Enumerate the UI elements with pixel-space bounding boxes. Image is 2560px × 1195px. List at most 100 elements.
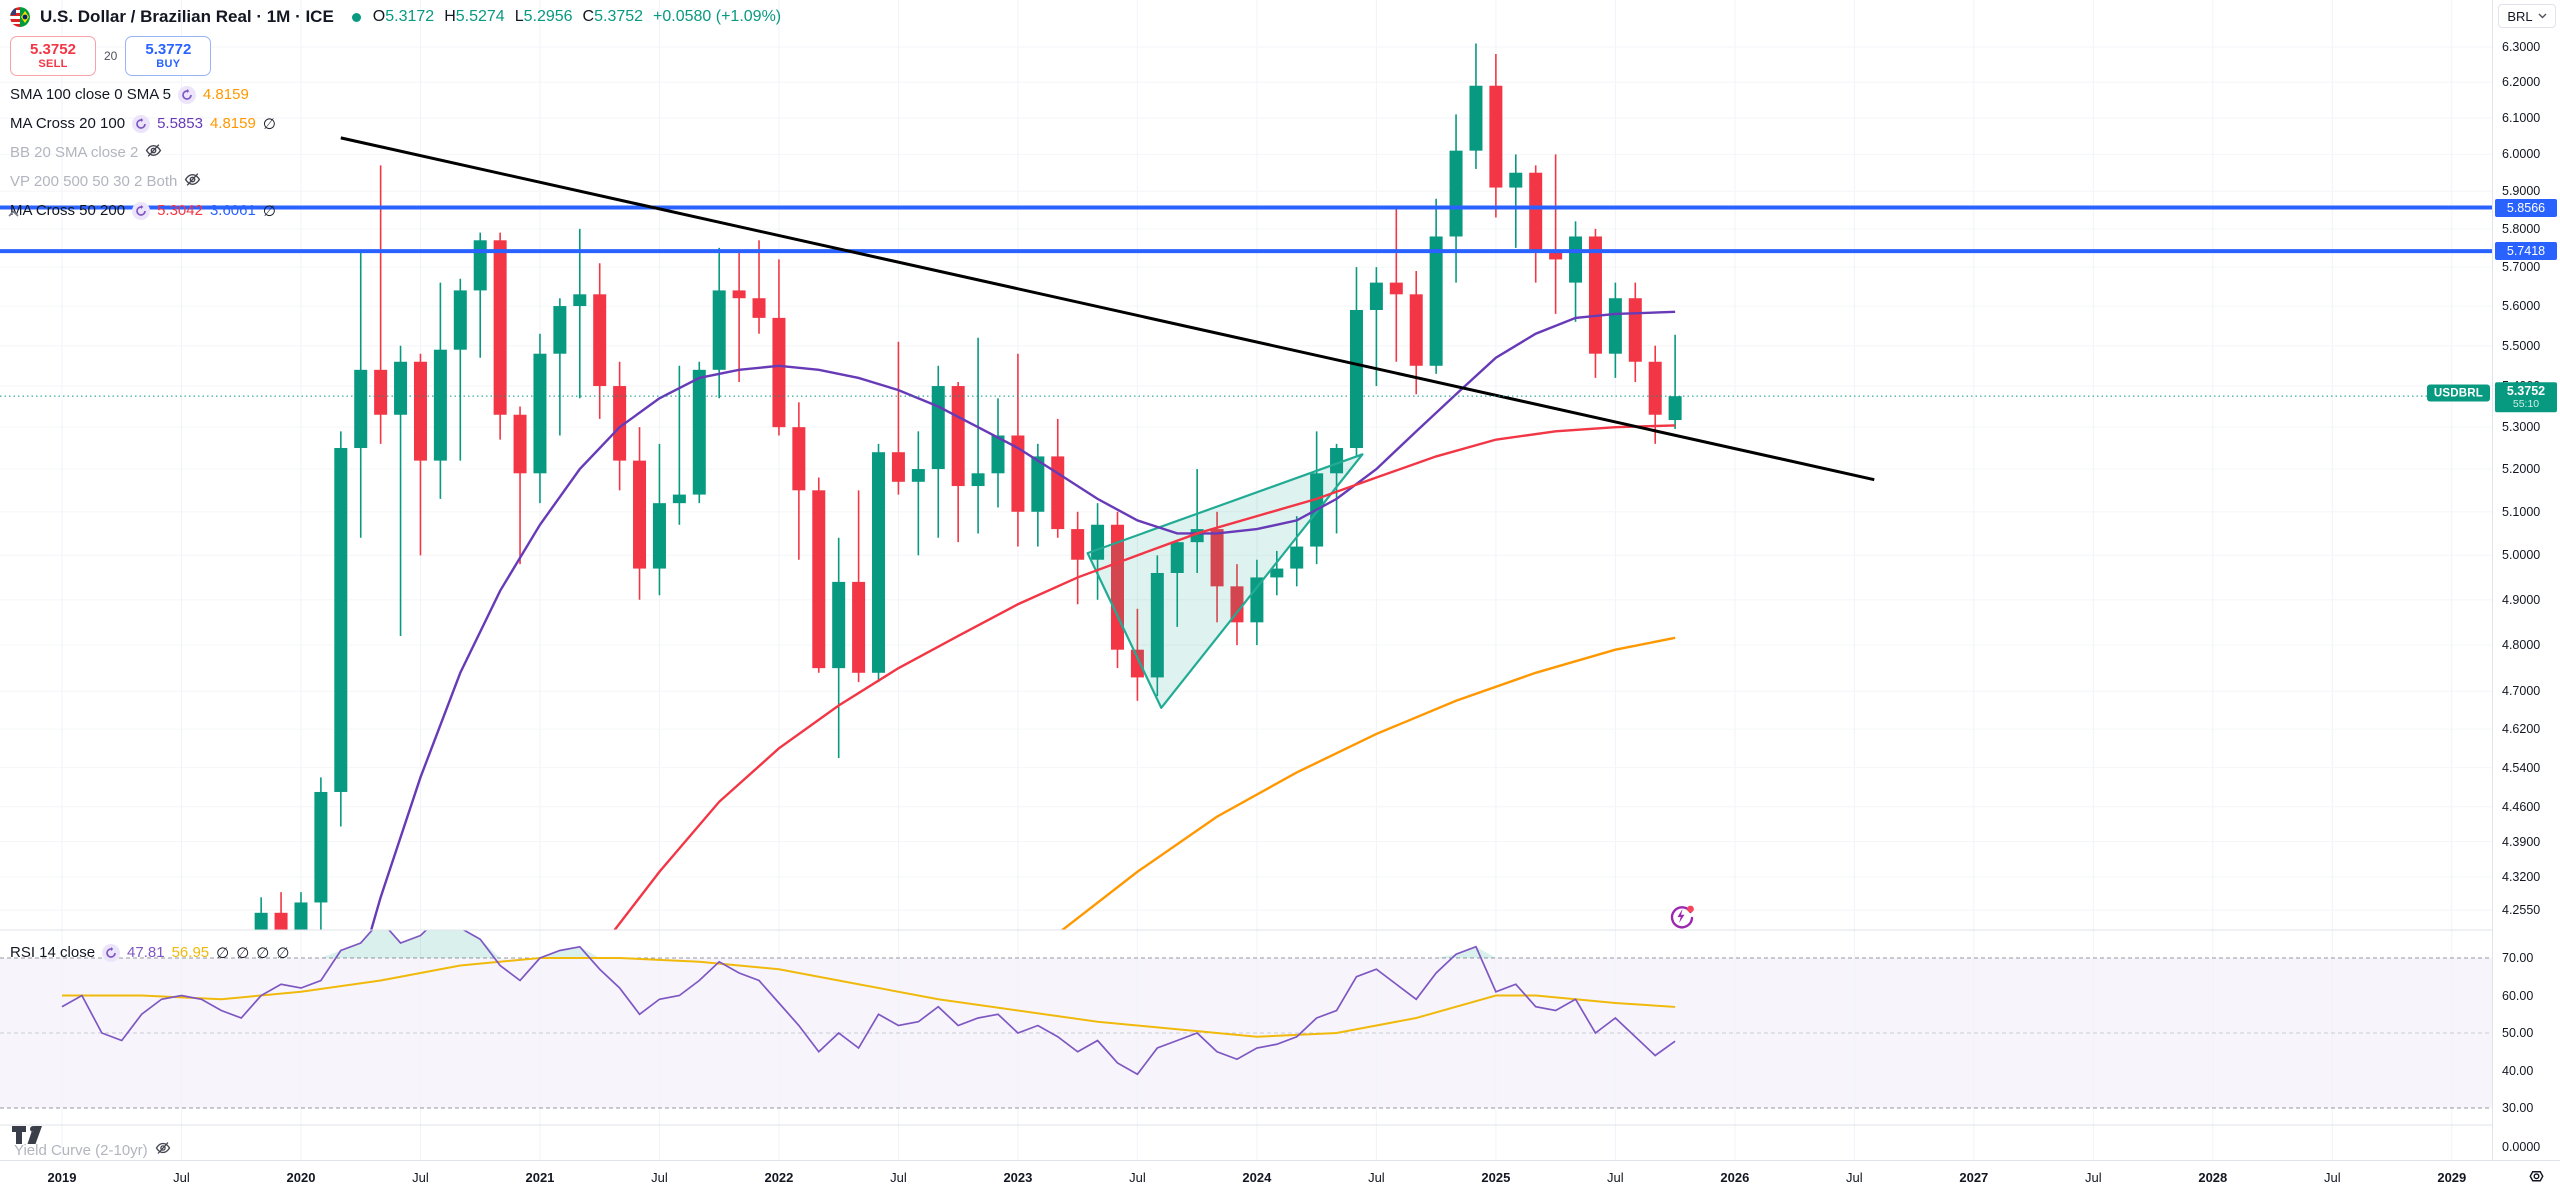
price-axis[interactable]: BRL 6.3000 6.2000 6.1000 6.0000 5.9000 5.8000… [2492,0,2560,1160]
descending-trendline[interactable] [340,136,1875,482]
market-status-icon[interactable] [351,12,361,22]
loading-spinner-icon[interactable] [132,201,151,220]
empty-value-icon: ∅ [262,202,276,220]
currency-selector-button[interactable]: BRL [2498,4,2556,28]
rsi-overbought-fill [62,930,1676,958]
price-tick: 4.4600 [2502,799,2541,814]
eye-off-icon[interactable] [155,1140,171,1160]
indicator-value: 5.3042 [157,202,203,219]
triangle-pattern[interactable] [1086,453,1364,709]
indicator-row-5[interactable]: MA Cross 50 200 5.3042 3.6061 ∅ [10,196,276,225]
indicator-title: MA Cross 20 100 [10,115,126,132]
time-tick-jul: Jul [1607,1170,1624,1185]
sell-button[interactable]: 5.3752 SELL [10,36,96,76]
symbol-flag-icon [10,7,30,27]
empty-value-icon: ∅ [236,944,250,962]
price-tick: 4.8000 [2502,638,2541,653]
time-tick-jul: Jul [651,1170,668,1185]
price-tick: 5.7000 [2502,260,2541,275]
yield-tick: 0.0000 [2502,1140,2541,1154]
ohlc-l: L5.2956 [514,8,573,25]
price-tick: 5.2000 [2502,462,2541,477]
indicator-title: RSI 14 close [10,944,96,961]
price-tick: 5.0000 [2502,548,2541,563]
rsi-legend: RSI 14 close 47.81 56.95 ∅ ∅ ∅ ∅ [10,938,289,967]
price-tick: 5.9000 [2502,184,2541,199]
time-tick-2022: 2022 [764,1170,794,1185]
symbol-title[interactable]: U.S. Dollar / Brazilian Real · 1M · ICE [40,7,334,26]
price-tick: 4.5400 [2502,760,2541,775]
sell-price: 5.3752 [30,40,76,58]
grid-lines [61,0,2453,1160]
eye-off-icon[interactable] [145,142,162,163]
ma-line-ma100[interactable] [1058,636,1676,934]
settings-gear-icon[interactable] [2527,1168,2546,1192]
indicator-row-2[interactable]: MA Cross 20 100 5.5853 4.8159 ∅ [10,109,276,138]
time-tick-jul: Jul [1368,1170,1385,1185]
price-change: +0.0580 (+1.09%) [653,8,782,25]
buy-price: 5.3772 [145,40,192,58]
time-axis[interactable]: 2019 Jul 2020 Jul 2021 Jul 2022 Jul 2023 Jul 2024 J… [0,1160,2560,1195]
ma-line-ma50[interactable] [600,424,1676,949]
empty-value-icon: ∅ [276,944,290,962]
price-tick: 5.5000 [2502,338,2541,353]
time-tick-jul: Jul [1129,1170,1146,1185]
price-tick: 5.8000 [2502,221,2541,236]
rsi-tick: 50.00 [2502,1026,2534,1040]
indicator-row-1[interactable]: SMA 100 close 0 SMA 5 4.8159 [10,80,276,109]
indicator-value: 47.81 [127,944,165,961]
rsi-ma-line[interactable] [62,957,1676,1038]
indicator-title: SMA 100 close 0 SMA 5 [10,86,171,103]
indicator-row-3[interactable]: BB 20 SMA close 2 [10,138,276,167]
time-tick-2026: 2026 [1720,1170,1750,1185]
time-tick-2021: 2021 [525,1170,555,1185]
price-tick: 4.9000 [2502,592,2541,607]
instant-trading-flash-icon[interactable] [1667,902,1695,930]
price-tick: 5.6000 [2502,299,2541,314]
indicator-title: VP 200 500 50 30 2 Both [10,173,178,190]
loading-spinner-icon[interactable] [177,85,196,104]
empty-value-icon: ∅ [216,944,230,962]
time-tick-jul: Jul [412,1170,429,1185]
time-tick-jul: Jul [2323,1170,2341,1185]
spread-value: 20 [104,49,118,63]
time-tick-2023: 2023 [1003,1170,1033,1185]
currency-label: BRL [2507,8,2533,24]
collapse-legend-chevron-icon[interactable] [8,204,19,222]
level-price-label-2: 5.7418 [2495,242,2557,261]
rsi-indicator-row[interactable]: RSI 14 close 47.81 56.95 ∅ ∅ ∅ ∅ [10,938,289,967]
tradingview-logo [12,1126,46,1155]
time-tick-2020: 2020 [286,1170,316,1185]
price-tick: 4.3200 [2502,869,2541,884]
loading-spinner-icon[interactable] [132,114,151,133]
buy-button[interactable]: 5.3772 BUY [125,36,212,76]
ohlc-values: O5.3172 H5.5274 L5.2956 C5.3752 [373,8,643,26]
time-tick-2025: 2025 [1481,1170,1511,1185]
ohlc-h: H5.5274 [444,8,505,25]
price-tick: 4.7000 [2502,684,2541,699]
time-tick-2024: 2024 [1242,1170,1272,1185]
rsi-tick: 70.00 [2502,951,2534,965]
time-tick-jul: Jul [2085,1170,2102,1185]
loading-spinner-icon[interactable] [102,943,121,962]
rsi-line[interactable] [61,917,1676,1076]
indicator-row-4[interactable]: VP 200 500 50 30 2 Both [10,167,276,196]
time-tick-2019: 2019 [47,1170,77,1185]
indicator-value: 3.6061 [209,202,256,219]
symbol-price-tag: USDBRL [2426,384,2490,402]
ma-line-ma20[interactable] [341,310,1676,1035]
indicator-title: MA Cross 50 200 [10,202,126,219]
chevron-down-icon [2538,13,2547,19]
sell-label: SELL [38,58,68,71]
price-tick: 5.3000 [2502,420,2541,435]
eye-off-icon[interactable] [184,171,201,192]
yield-curve-title: Yield Curve (2-10yr) [14,1141,148,1159]
candles [254,43,1682,930]
time-tick-2027: 2027 [1959,1170,1989,1185]
rsi-tick: 60.00 [2502,988,2534,1003]
indicator-value: 5.5853 [157,115,203,132]
price-tick: 4.6200 [2502,722,2541,737]
price-tick: 6.0000 [2502,147,2541,162]
